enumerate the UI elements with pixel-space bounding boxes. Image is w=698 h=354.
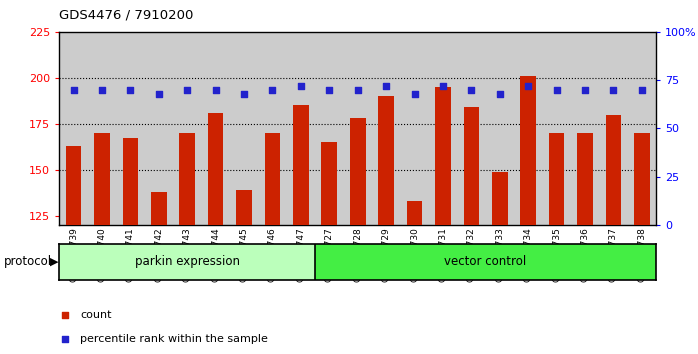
Bar (315, 32, 343, 225)
Bar (151, 192, 167, 225)
Point (579, 87, 591, 93)
Point (210, 87, 221, 93)
Point (494, 91, 505, 96)
Bar (514, 32, 542, 225)
Point (125, 87, 136, 93)
Text: ▶: ▶ (50, 256, 59, 266)
Text: percentile rank within the sample: percentile rank within the sample (80, 334, 268, 344)
Bar (577, 133, 593, 225)
Point (267, 87, 278, 93)
Bar (606, 115, 621, 225)
Point (409, 91, 420, 96)
Bar (144, 32, 173, 225)
Point (295, 83, 306, 89)
Text: count: count (80, 310, 112, 320)
Point (181, 87, 193, 93)
Bar (59, 32, 88, 225)
Bar (287, 32, 315, 225)
Point (438, 83, 449, 89)
Text: GDS4476 / 7910200: GDS4476 / 7910200 (59, 9, 194, 22)
Bar (258, 32, 287, 225)
Text: protocol: protocol (3, 255, 52, 268)
Point (352, 87, 363, 93)
Bar (401, 32, 429, 225)
Point (239, 91, 250, 96)
Bar (315, 244, 656, 280)
Point (637, 87, 648, 93)
Bar (230, 32, 258, 225)
Bar (88, 32, 116, 225)
Point (68, 87, 79, 93)
Bar (293, 105, 309, 225)
Point (523, 83, 534, 89)
Bar (486, 32, 514, 225)
Bar (123, 138, 138, 225)
Bar (372, 32, 401, 225)
Bar (407, 201, 422, 225)
Bar (94, 133, 110, 225)
Point (96, 87, 107, 93)
Bar (208, 113, 223, 225)
Point (324, 87, 335, 93)
Bar (59, 244, 315, 280)
Bar (265, 133, 281, 225)
Bar (521, 76, 536, 225)
Point (153, 91, 164, 96)
Point (608, 87, 619, 93)
Bar (350, 118, 366, 225)
Bar (492, 171, 507, 225)
Point (406, 184, 417, 190)
Text: vector control: vector control (445, 256, 527, 268)
Bar (571, 32, 600, 225)
Bar (463, 107, 480, 225)
Point (380, 83, 392, 89)
Bar (116, 32, 144, 225)
Bar (378, 96, 394, 225)
Text: parkin expression: parkin expression (135, 256, 239, 268)
Point (551, 87, 562, 93)
Bar (343, 32, 372, 225)
Bar (429, 32, 457, 225)
Bar (457, 32, 486, 225)
Point (466, 87, 477, 93)
Bar (628, 32, 656, 225)
Bar (202, 32, 230, 225)
Bar (549, 133, 565, 225)
Bar (236, 190, 252, 225)
Bar (542, 32, 571, 225)
Bar (600, 32, 628, 225)
Bar (179, 133, 195, 225)
Bar (66, 146, 82, 225)
Bar (634, 133, 650, 225)
Bar (322, 142, 337, 225)
Bar (173, 32, 202, 225)
Bar (435, 87, 451, 225)
